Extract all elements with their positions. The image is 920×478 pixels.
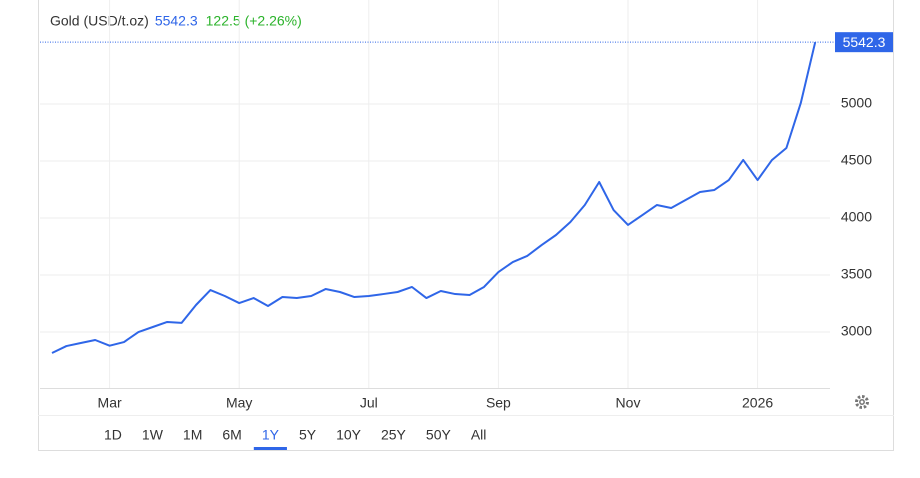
range-button[interactable]: 5Y (299, 427, 317, 443)
range-button[interactable]: 10Y (336, 427, 362, 443)
range-label: 1M (183, 427, 202, 443)
y-tick-label: 3000 (841, 323, 872, 339)
x-tick-label: Mar (98, 395, 122, 411)
x-tick-label: Jul (360, 395, 378, 411)
y-tick-label: 4500 (841, 152, 872, 168)
range-label: 25Y (381, 427, 407, 443)
range-button[interactable]: 1W (142, 427, 164, 443)
range-button[interactable]: 6M (222, 427, 241, 443)
price-change: 122.5 (+2.26%) (206, 13, 302, 29)
range-button[interactable]: 1M (183, 427, 202, 443)
last-price-tag-label: 5542.3 (843, 34, 886, 50)
settings-icon[interactable] (855, 395, 869, 409)
range-label: 6M (222, 427, 241, 443)
range-button[interactable]: All (471, 427, 487, 443)
range-button[interactable]: 25Y (381, 427, 407, 443)
active-underline (253, 447, 287, 450)
range-button[interactable]: 1D (104, 427, 122, 443)
chart-title: Gold (USD/t.oz) (50, 13, 149, 29)
price-line (51, 41, 817, 354)
y-tick-label: 4000 (841, 209, 872, 225)
range-button[interactable]: 1Y (253, 427, 287, 450)
range-label: 1W (142, 427, 164, 443)
range-label: All (471, 427, 487, 443)
last-price-tag (835, 32, 893, 53)
y-tick-label: 3500 (841, 266, 872, 282)
range-label: 5Y (299, 427, 317, 443)
y-tick-label: 5000 (841, 95, 872, 111)
x-tick-label: 2026 (742, 395, 773, 411)
range-label: 1Y (262, 427, 280, 443)
range-label: 50Y (426, 427, 452, 443)
x-tick-label: May (226, 395, 252, 411)
last-price: 5542.3 (155, 13, 198, 29)
x-tick-label: Nov (616, 395, 641, 411)
range-label: 10Y (336, 427, 362, 443)
range-label: 1D (104, 427, 122, 443)
range-button[interactable]: 50Y (426, 427, 452, 443)
x-tick-label: Sep (486, 395, 511, 411)
